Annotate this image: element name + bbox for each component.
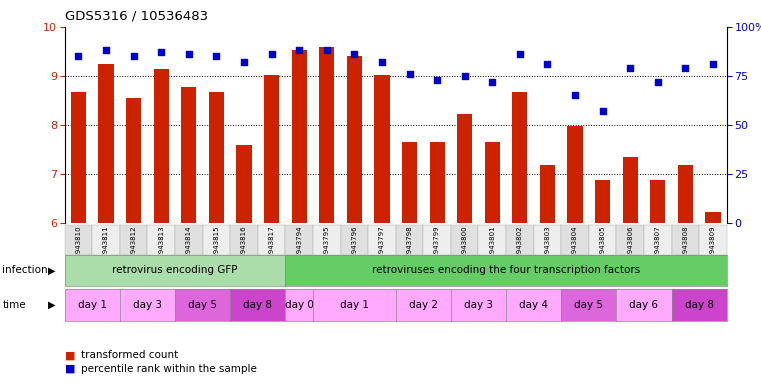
Text: percentile rank within the sample: percentile rank within the sample: [81, 364, 257, 374]
Text: day 5: day 5: [188, 300, 217, 310]
Text: day 2: day 2: [409, 300, 438, 310]
Text: GSM943804: GSM943804: [572, 225, 578, 268]
Point: [514, 51, 526, 57]
Text: day 1: day 1: [78, 300, 107, 310]
Bar: [457, 114, 473, 223]
Text: GSM943817: GSM943817: [269, 225, 275, 268]
Text: GSM943802: GSM943802: [517, 225, 523, 268]
Point: [541, 61, 553, 67]
Text: infection: infection: [2, 265, 48, 275]
Point: [183, 51, 195, 57]
Bar: [650, 180, 665, 223]
Bar: [126, 98, 142, 223]
Bar: [347, 56, 362, 223]
Bar: [402, 142, 417, 223]
Text: day 3: day 3: [464, 300, 493, 310]
Text: GSM943798: GSM943798: [406, 225, 412, 268]
Point: [210, 53, 222, 59]
Text: GSM943806: GSM943806: [627, 225, 633, 268]
Text: day 1: day 1: [340, 300, 369, 310]
Text: GSM943807: GSM943807: [654, 225, 661, 268]
Text: day 8: day 8: [244, 300, 272, 310]
Point: [320, 47, 333, 53]
Point: [431, 77, 443, 83]
Text: GSM943809: GSM943809: [710, 225, 716, 268]
Text: time: time: [2, 300, 26, 310]
Bar: [429, 142, 444, 223]
Text: GSM943794: GSM943794: [296, 225, 302, 268]
Text: GSM943812: GSM943812: [131, 225, 137, 268]
Text: day 8: day 8: [685, 300, 714, 310]
Text: ▶: ▶: [48, 265, 56, 275]
Text: GSM943808: GSM943808: [683, 225, 689, 268]
Text: ▶: ▶: [48, 300, 56, 310]
Point: [403, 71, 416, 77]
Text: GSM943796: GSM943796: [352, 225, 358, 268]
Text: day 4: day 4: [519, 300, 548, 310]
Bar: [374, 75, 390, 223]
Point: [238, 59, 250, 65]
Bar: [71, 92, 86, 223]
Text: GSM943797: GSM943797: [379, 225, 385, 268]
Bar: [181, 87, 196, 223]
Text: GSM943799: GSM943799: [434, 225, 440, 268]
Text: GSM943795: GSM943795: [323, 225, 330, 268]
Bar: [154, 69, 169, 223]
Point: [597, 108, 609, 114]
Bar: [291, 50, 307, 223]
Text: GSM943811: GSM943811: [103, 225, 109, 268]
Text: day 0: day 0: [285, 300, 314, 310]
Text: retrovirus encoding GFP: retrovirus encoding GFP: [113, 265, 237, 275]
Point: [100, 47, 112, 53]
Point: [651, 79, 664, 85]
Text: GSM943800: GSM943800: [462, 225, 468, 268]
Text: GSM943815: GSM943815: [213, 225, 219, 268]
Bar: [705, 212, 721, 223]
Point: [266, 51, 278, 57]
Text: GSM943816: GSM943816: [241, 225, 247, 268]
Text: day 5: day 5: [575, 300, 603, 310]
Bar: [319, 48, 334, 223]
Point: [376, 59, 388, 65]
Text: retroviruses encoding the four transcription factors: retroviruses encoding the four transcrip…: [372, 265, 640, 275]
Text: GSM943805: GSM943805: [600, 225, 606, 268]
Point: [624, 65, 636, 71]
Point: [486, 79, 498, 85]
Text: GSM943801: GSM943801: [489, 225, 495, 268]
Text: GDS5316 / 10536483: GDS5316 / 10536483: [65, 10, 208, 23]
Point: [128, 53, 140, 59]
Point: [569, 92, 581, 98]
Text: transformed count: transformed count: [81, 350, 179, 360]
Text: day 3: day 3: [133, 300, 162, 310]
Text: ■: ■: [65, 350, 75, 360]
Bar: [512, 91, 527, 223]
Point: [707, 61, 719, 67]
Point: [349, 51, 361, 57]
Point: [293, 47, 305, 53]
Text: day 6: day 6: [629, 300, 658, 310]
Point: [72, 53, 84, 59]
Bar: [568, 126, 583, 223]
Bar: [622, 157, 638, 223]
Bar: [595, 180, 610, 223]
Text: GSM943803: GSM943803: [544, 225, 550, 268]
Point: [155, 49, 167, 55]
Point: [459, 73, 471, 79]
Bar: [485, 142, 500, 223]
Bar: [264, 75, 279, 223]
Bar: [98, 64, 113, 223]
Text: GSM943814: GSM943814: [186, 225, 192, 268]
Text: GSM943810: GSM943810: [75, 225, 81, 268]
Bar: [678, 165, 693, 223]
Text: GSM943813: GSM943813: [158, 225, 164, 268]
Bar: [540, 165, 555, 223]
Bar: [237, 146, 252, 223]
Point: [680, 65, 692, 71]
Text: ■: ■: [65, 364, 75, 374]
Bar: [209, 91, 224, 223]
